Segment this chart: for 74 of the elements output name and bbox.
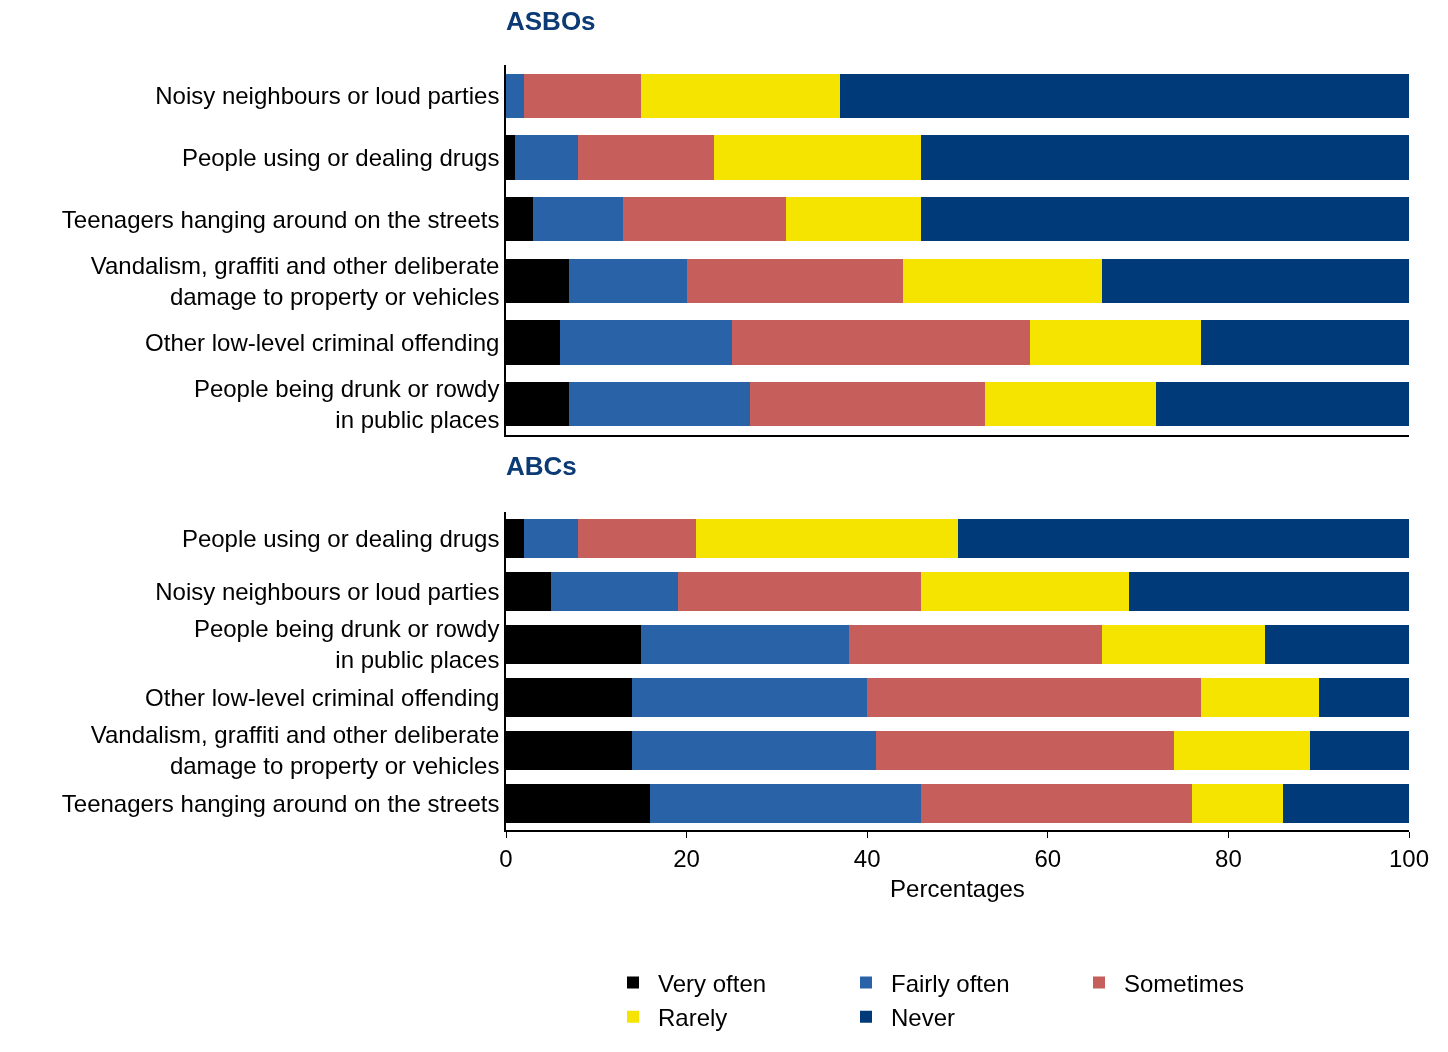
x-axis-title: Percentages: [890, 875, 1025, 903]
y-tick-label: People being drunk or rowdy in public places: [193, 615, 500, 674]
bar: [921, 572, 1130, 611]
y-tick-label: Other low-level criminal offending: [145, 683, 500, 711]
bar: [840, 73, 1409, 119]
bar: [1309, 731, 1409, 770]
bar: [957, 519, 1409, 558]
bar: [921, 784, 1193, 823]
bar: [867, 678, 1202, 717]
bar: [1029, 320, 1202, 365]
y-tick-label: Vandalism, graffiti and other deliberate damage to property or vehicles: [90, 251, 500, 310]
bar: [903, 258, 1102, 304]
bar: [921, 135, 1409, 180]
y-tick-label: Noisy neighbours or loud parties: [155, 577, 500, 605]
bar: [1101, 258, 1409, 304]
bar: [876, 731, 1175, 770]
bar: [641, 73, 841, 119]
bar: [650, 784, 922, 823]
bar: [533, 196, 624, 242]
bar: [524, 519, 579, 558]
x-tick-label: 100: [1388, 844, 1430, 872]
bar: [1318, 678, 1409, 717]
y-tick-label: Teenagers hanging around on the streets: [61, 205, 500, 233]
bar: [632, 731, 877, 770]
legend-label: Sometimes: [1124, 969, 1245, 997]
bar: [623, 196, 786, 242]
x-tick-label: 80: [1215, 844, 1242, 872]
bar: [1201, 320, 1409, 365]
bar: [1282, 784, 1409, 823]
y-tick-label: Other low-level criminal offending: [145, 328, 500, 356]
bar: [1174, 731, 1310, 770]
y-tick-label: Teenagers hanging around on the streets: [61, 789, 500, 817]
bar: [695, 519, 958, 558]
bar: [578, 135, 714, 180]
legend-label: Never: [891, 1004, 956, 1032]
bar: [749, 381, 985, 427]
y-tick-label: People being drunk or rowdy in public places: [193, 374, 500, 434]
bar: [677, 572, 922, 611]
y-tick-label: People using or dealing drugs: [181, 524, 500, 552]
bar: [1264, 625, 1409, 664]
chart-title: ABCs: [506, 451, 577, 482]
y-tick-label: Noisy neighbours or loud parties: [155, 82, 500, 110]
bar: [515, 135, 579, 180]
bar: [506, 73, 525, 119]
bar: [1156, 381, 1409, 427]
bar: [560, 320, 732, 365]
chart-title: ASBOs: [506, 6, 596, 37]
legend-label: Fairly often: [891, 969, 1010, 997]
bar: [569, 258, 687, 304]
bar: [1192, 784, 1283, 823]
legend-label: Rarely: [658, 1004, 728, 1032]
bar: [1101, 625, 1265, 664]
bar: [731, 320, 1030, 365]
y-tick-label: Vandalism, graffiti and other deliberate damage to property or vehicles: [90, 721, 500, 780]
x-tick-label: 40: [853, 844, 881, 872]
bar: [641, 625, 850, 664]
bar: [1129, 572, 1409, 611]
bar: [785, 196, 922, 242]
legend-label: Very often: [658, 969, 767, 997]
bar: [921, 196, 1409, 242]
x-tick-label: 0: [499, 844, 513, 872]
bar: [713, 135, 922, 180]
bar: [686, 258, 904, 304]
bar: [524, 73, 642, 119]
x-tick-label: 20: [673, 844, 700, 872]
bar: [1201, 678, 1319, 717]
bar: [578, 519, 696, 558]
bar: [984, 381, 1157, 427]
y-tick-label: People using or dealing drugs: [181, 143, 500, 171]
x-tick-label: 60: [1034, 844, 1062, 872]
bar: [569, 381, 750, 427]
bar: [632, 678, 868, 717]
bar: [551, 572, 678, 611]
bar: [849, 625, 1102, 664]
